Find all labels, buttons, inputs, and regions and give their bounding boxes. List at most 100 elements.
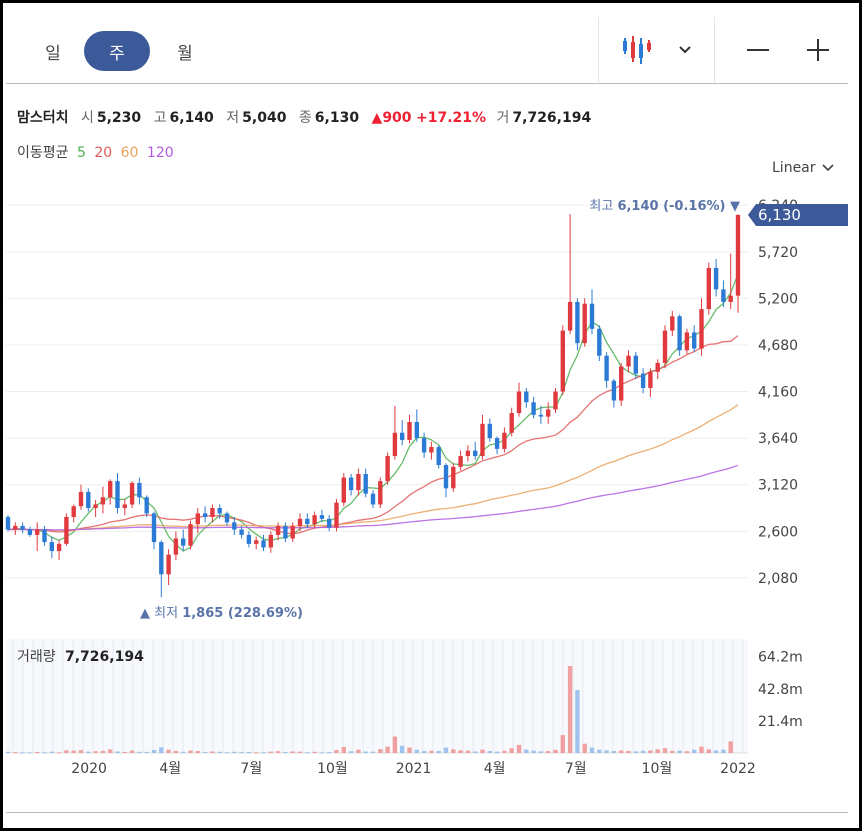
volume-bar: [224, 752, 230, 754]
volume-bar: [421, 751, 427, 753]
period-week-button[interactable]: 주: [84, 31, 150, 71]
price-chart[interactable]: 6,2405,7205,2004,6804,1603,6403,1202,600…: [3, 3, 859, 828]
volume-bar: [494, 751, 500, 753]
volume-bar: [283, 751, 288, 753]
volume-bar: [42, 752, 47, 754]
candle-body: [407, 422, 412, 440]
volume-bar: [443, 747, 449, 753]
period-month-button[interactable]: 월: [177, 43, 193, 64]
volume-panel: [6, 639, 748, 753]
candle-body: [224, 513, 230, 523]
candlestick-icon[interactable]: [622, 32, 654, 70]
candle-body: [312, 515, 317, 525]
candle-body: [348, 477, 354, 491]
volume-bar: [181, 751, 186, 753]
candle-body: [319, 515, 325, 519]
candle-body: [494, 438, 500, 449]
candle-body: [713, 267, 719, 290]
candle-body: [553, 391, 558, 410]
candle-body: [239, 529, 244, 535]
x-tick-label: 7월: [565, 761, 587, 777]
volume-bar: [677, 750, 682, 753]
volume-bar: [487, 751, 492, 753]
volume-bar: [633, 751, 638, 753]
volume-bar: [538, 751, 544, 753]
volume-bar: [451, 749, 456, 753]
change-pct: +17.21%: [416, 110, 487, 126]
candle-body: [108, 481, 113, 498]
candle-body: [735, 215, 741, 296]
volume-bar: [502, 750, 507, 753]
y-tick-label: 4,160: [758, 385, 798, 401]
volume-bar: [122, 751, 127, 753]
candle-body: [100, 497, 106, 505]
volume-bar: [378, 749, 383, 753]
scale-mode-select[interactable]: Linear: [772, 160, 834, 176]
volume-bar: [370, 751, 376, 753]
volume-bar: [648, 750, 653, 753]
volume-bar: [619, 750, 624, 753]
plus-icon[interactable]: [806, 38, 830, 66]
candle-body: [363, 473, 368, 494]
minus-icon[interactable]: [746, 38, 770, 66]
candle-body: [232, 522, 237, 530]
chevron-down-icon[interactable]: [678, 40, 692, 59]
candle-body: [538, 414, 544, 417]
volume-bar: [202, 751, 208, 753]
candle-body: [502, 432, 507, 449]
ma-20-line: [7, 335, 739, 535]
volume-bar: [692, 749, 697, 753]
volume-bar: [297, 751, 303, 753]
volume-bar: [706, 749, 711, 753]
candle-body: [151, 513, 157, 543]
high-label: 고: [153, 110, 167, 126]
x-tick-label: 2021: [396, 761, 432, 777]
candle-body: [210, 508, 215, 517]
volume-bar: [560, 735, 565, 753]
candle-body: [341, 477, 346, 503]
volume-bar: [626, 750, 631, 753]
candle-body: [254, 540, 259, 544]
candle-body: [202, 513, 208, 517]
volume-bar: [473, 751, 478, 753]
volume-bar: [275, 751, 281, 753]
candle-body: [86, 491, 91, 509]
candle-body: [5, 516, 11, 530]
candle-body: [575, 301, 580, 344]
candle-body: [400, 432, 405, 440]
volume-bar: [312, 751, 317, 753]
volume-bar: [546, 751, 551, 753]
volume-bar: [13, 752, 18, 754]
candle-body: [487, 423, 492, 439]
candle-body: [305, 518, 310, 525]
volume-bar: [480, 749, 485, 753]
volume-bar: [93, 751, 98, 753]
candle-body: [567, 301, 573, 331]
volume-bar: [334, 750, 339, 753]
volume-bar: [188, 750, 193, 753]
volume-bar: [210, 751, 215, 753]
volume-bar: [5, 751, 11, 753]
volume-total: 7,726,194: [65, 649, 144, 665]
volume-bar: [516, 744, 522, 753]
volume-bar: [268, 751, 273, 753]
volume-bar: [144, 751, 149, 753]
volume-bar: [458, 750, 463, 753]
volume-bar: [655, 749, 660, 753]
high-value: 6,140: [169, 110, 214, 126]
candle-body: [327, 518, 332, 528]
volume-bar: [305, 752, 310, 754]
candle-body: [626, 355, 631, 367]
volume-bar: [129, 750, 135, 753]
volume-bar: [166, 749, 171, 753]
volume-bar: [363, 751, 368, 753]
period-day-button[interactable]: 일: [45, 43, 61, 64]
volume-title: 거래량: [17, 649, 56, 665]
volume-label: 거: [496, 110, 510, 126]
candle-body: [648, 371, 653, 388]
low-label: 저: [226, 110, 240, 126]
candle-body: [35, 529, 40, 535]
volume-bar: [531, 750, 536, 753]
candle-body: [268, 534, 273, 548]
ma-5-line: [7, 273, 739, 552]
